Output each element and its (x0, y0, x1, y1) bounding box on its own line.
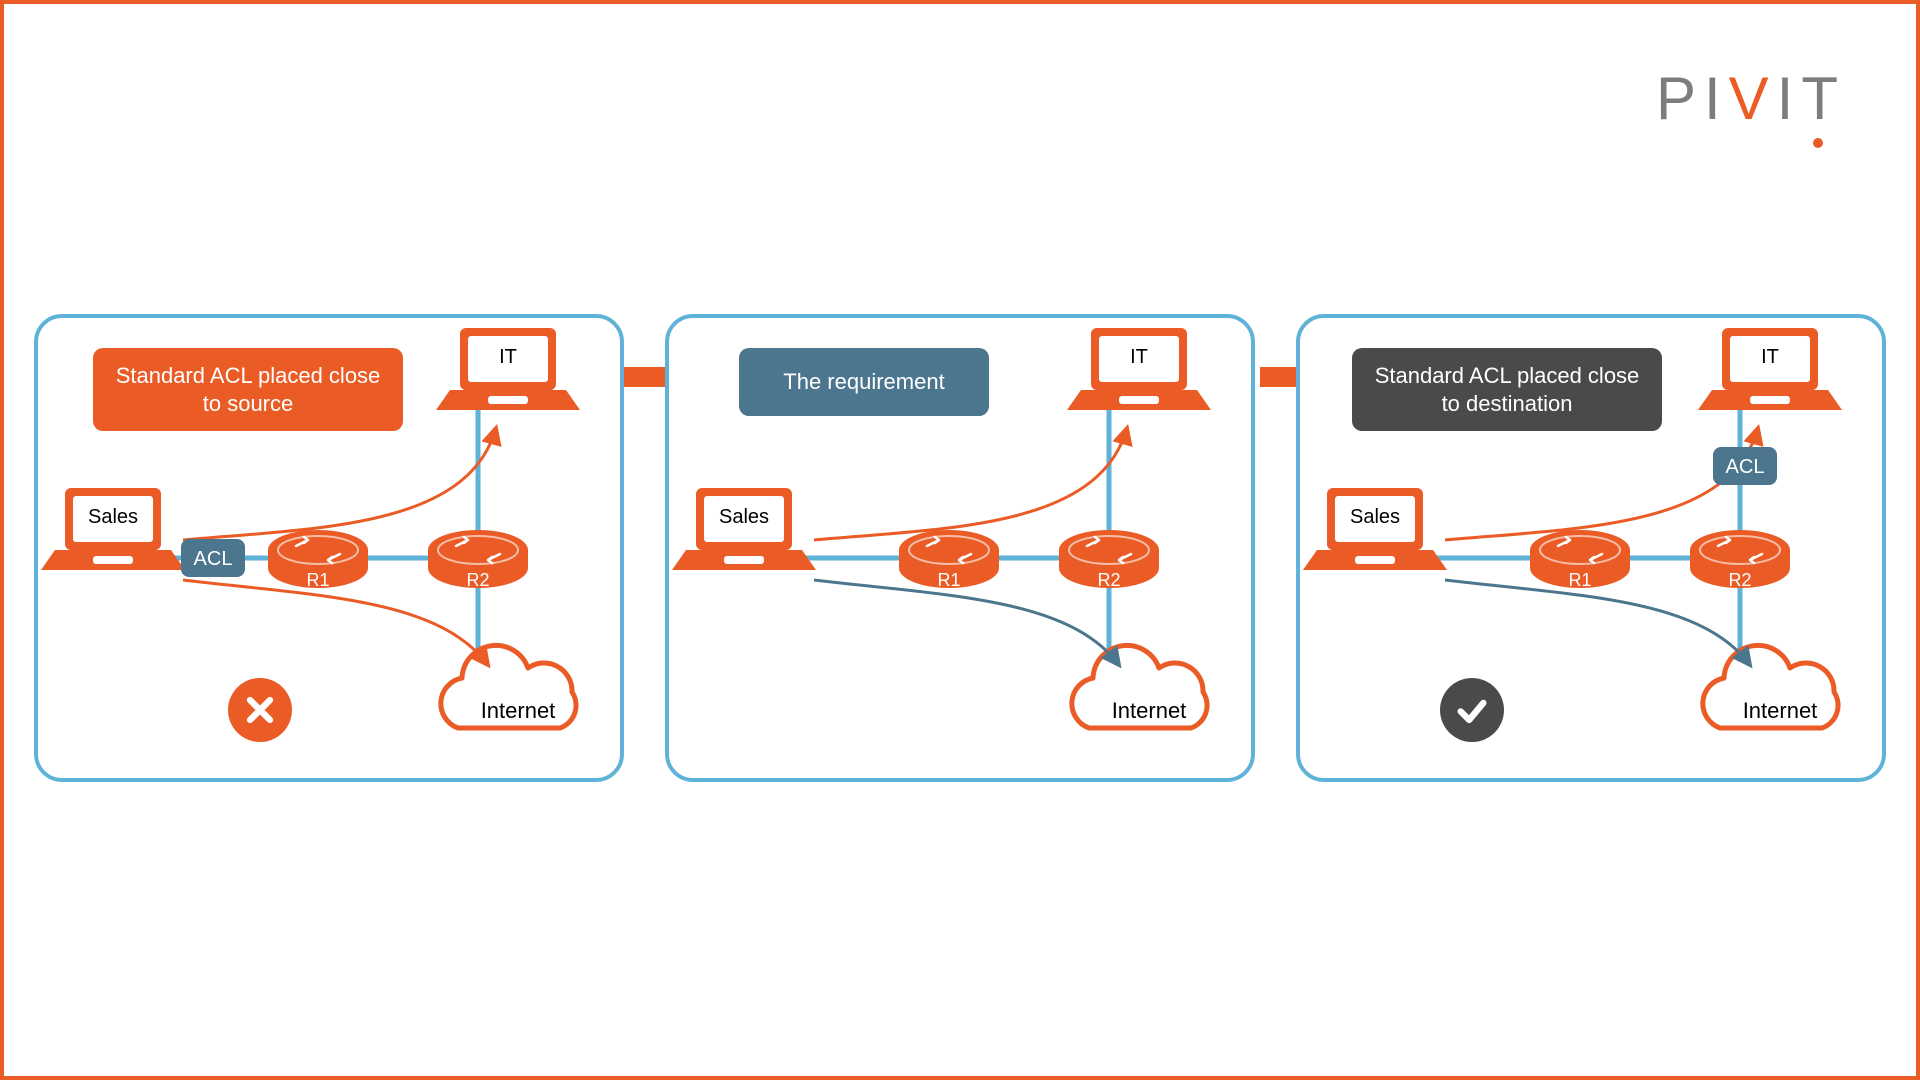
logo-dot-icon (1813, 138, 1823, 148)
svg-text:R2: R2 (1097, 570, 1120, 590)
brand-logo: PIVIT (1656, 64, 1846, 133)
net-source: Sales IT R1 R2 Internet ACL (38, 318, 620, 778)
logo-part-3: IT (1777, 65, 1846, 132)
panels-row: Standard ACL placed close to source Sale… (34, 314, 1886, 782)
diagram-frame: PIVIT Standard ACL placed close to sourc… (0, 0, 1920, 1080)
net-destination: Sales IT R1 R2 Internet ACL (1300, 318, 1882, 778)
svg-text:Sales: Sales (1350, 506, 1400, 528)
svg-text:R2: R2 (1728, 570, 1751, 590)
panel-source: Standard ACL placed close to source Sale… (34, 314, 624, 782)
svg-text:Sales: Sales (88, 506, 138, 528)
svg-text:R1: R1 (306, 570, 329, 590)
svg-text:Internet: Internet (1112, 698, 1187, 723)
svg-text:IT: IT (499, 346, 517, 368)
panel-destination: Standard ACL placed close to destination… (1296, 314, 1886, 782)
svg-text:Internet: Internet (481, 698, 556, 723)
svg-text:ACL: ACL (194, 548, 233, 570)
panel-requirement: The requirement SalesITR1R2Internet (665, 314, 1255, 782)
svg-text:IT: IT (1761, 346, 1779, 368)
svg-text:R1: R1 (937, 570, 960, 590)
logo-part-1: PI (1656, 65, 1729, 132)
svg-text:R1: R1 (1568, 570, 1591, 590)
svg-text:R2: R2 (466, 570, 489, 590)
svg-text:ACL: ACL (1726, 456, 1765, 478)
net-requirement: Sales IT R1 R2 Internet (669, 318, 1251, 778)
logo-part-2: V (1729, 65, 1777, 132)
cross-badge-icon (228, 678, 292, 742)
svg-text:Internet: Internet (1743, 698, 1818, 723)
check-badge-icon (1440, 678, 1504, 742)
svg-text:IT: IT (1130, 346, 1148, 368)
svg-text:Sales: Sales (719, 506, 769, 528)
